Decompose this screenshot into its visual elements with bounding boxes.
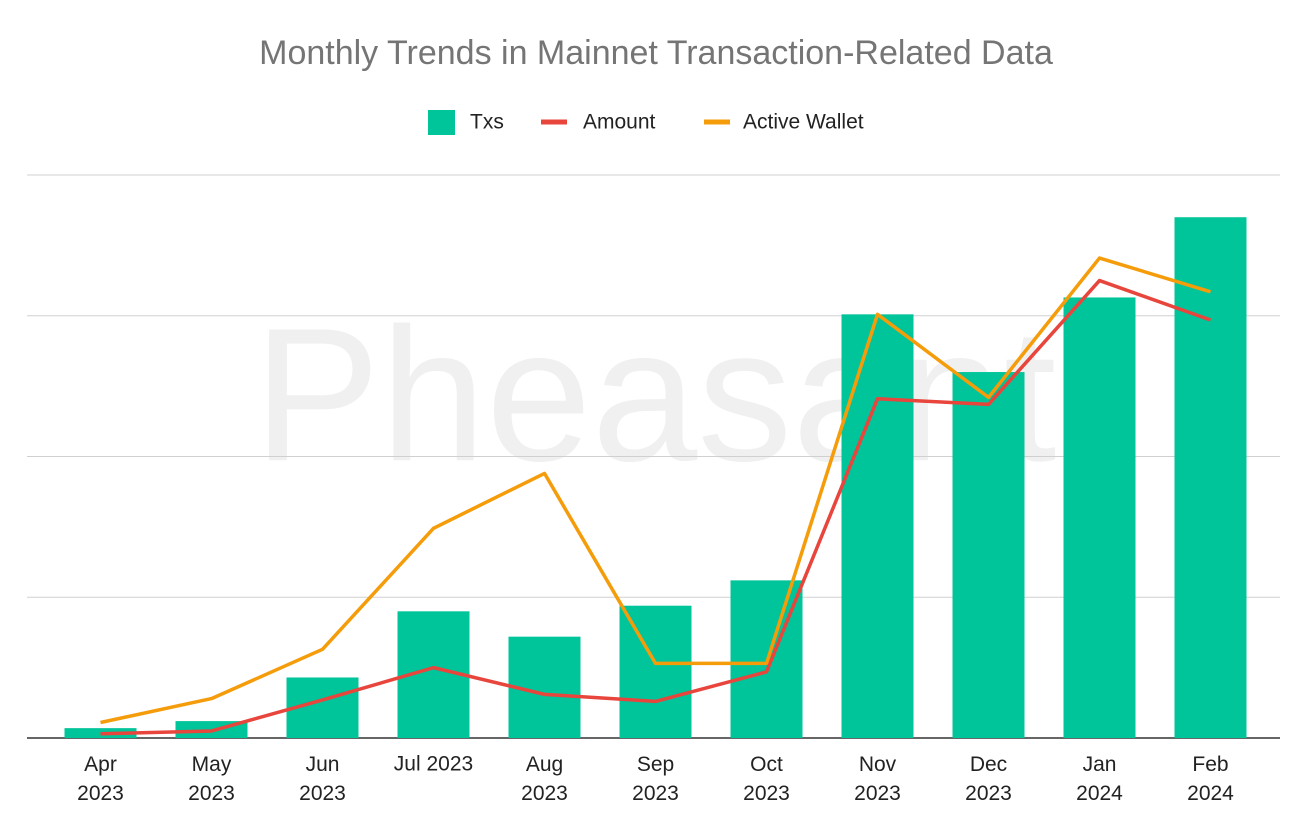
watermark: Pheasant [254,289,1057,501]
x-tick-label: Jul 2023 [394,753,473,776]
bar [1063,297,1136,738]
legend-swatch [428,110,455,135]
x-tick-label: Dec 2023 [965,753,1012,805]
legend-label: Amount [583,111,656,134]
x-tick-label: Jun 2023 [299,753,346,805]
bar [841,314,914,738]
line [100,256,1212,725]
x-tick-label: Feb 2024 [1187,753,1234,805]
chart-title: Monthly Trends in Mainnet Transaction-Re… [259,34,1053,72]
x-tick-label: Aug 2023 [521,753,568,805]
bar [1174,217,1247,739]
x-tick-label: Oct 2023 [743,753,790,805]
x-tick-label: Nov 2023 [854,753,901,805]
line [100,278,1212,736]
legend-label: Active Wallet [743,111,864,134]
x-tick-label: Sep 2023 [632,753,679,805]
x-tick-label: May 2023 [188,753,235,805]
bar [619,605,692,738]
legend-label: Txs [470,111,504,134]
x-tick-label: Apr 2023 [77,753,124,805]
bar [952,372,1025,738]
x-tick-label: Jan 2024 [1076,753,1123,805]
